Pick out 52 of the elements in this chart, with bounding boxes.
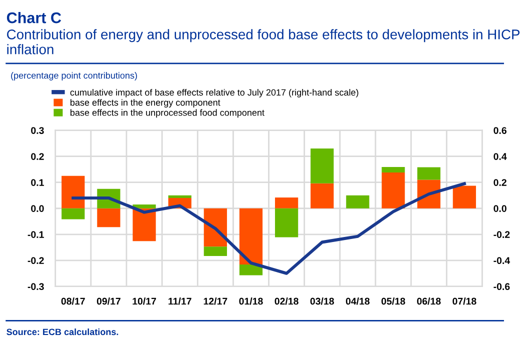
y2-tick-label: -0.2 xyxy=(494,231,510,238)
x-tick-label: 10/17 xyxy=(132,298,156,305)
bar xyxy=(168,195,192,198)
chart-title: Chart C xyxy=(6,12,62,24)
y-tick-label: 0.0 xyxy=(31,205,44,212)
bar xyxy=(310,148,334,184)
bar xyxy=(417,167,440,180)
bar xyxy=(239,264,263,276)
y-tick-label: -0.2 xyxy=(28,257,44,264)
bar xyxy=(310,183,334,208)
bar xyxy=(132,208,156,242)
x-tick-label: 06/18 xyxy=(417,298,441,305)
bar xyxy=(382,167,405,172)
bar xyxy=(62,208,85,220)
bar xyxy=(239,208,263,265)
x-tick-label: 02/18 xyxy=(274,298,298,305)
bar xyxy=(274,208,298,238)
y-tick-label: 0.2 xyxy=(31,153,44,160)
x-tick-label: 04/18 xyxy=(346,298,370,305)
x-tick-label: 12/17 xyxy=(204,298,228,305)
text: (percentage point contributions) xyxy=(11,72,137,80)
y2-tick-label: 0.6 xyxy=(494,127,506,134)
y-tick-label: -0.3 xyxy=(28,283,44,290)
x-tick-label: 11/17 xyxy=(168,298,192,305)
source-note: Source: ECB calculations. xyxy=(6,328,118,336)
bar xyxy=(452,186,476,208)
bar xyxy=(274,197,298,208)
y2-tick-label: 0.2 xyxy=(494,179,506,186)
y2-tick-label: -0.6 xyxy=(494,283,510,290)
bar xyxy=(97,208,120,228)
chart-subtitle: Contribution of energy and unprocessed food base effects to developments in HICP inflation xyxy=(7,29,520,54)
line-series xyxy=(72,182,466,275)
bar xyxy=(204,246,227,256)
x-tick-label: 03/18 xyxy=(310,298,334,305)
y2-tick-label: 0.0 xyxy=(494,205,506,212)
bar xyxy=(382,172,405,208)
y2-tick-label: 0.4 xyxy=(494,153,507,160)
bar xyxy=(346,195,370,208)
x-tick-label: 01/18 xyxy=(239,298,263,305)
x-tick-label: 07/18 xyxy=(452,298,476,305)
x-tick-label: 05/18 xyxy=(381,298,406,305)
y-tick-label: 0.1 xyxy=(31,179,44,186)
legend-label: base effects in the energy component xyxy=(70,99,220,108)
bar xyxy=(62,176,85,208)
y2-tick-label: -0.4 xyxy=(494,257,510,264)
bar xyxy=(132,204,156,208)
legend-label: cumulative impact of base effects relative to July 2017 (right-hand scale) xyxy=(70,88,358,98)
legend-label: base effects in the unprocessed food component xyxy=(70,109,264,118)
y-tick-label: -0.1 xyxy=(28,231,44,238)
y-tick-label: 0.3 xyxy=(31,127,44,134)
x-tick-label: 08/17 xyxy=(61,298,85,305)
x-tick-label: 09/17 xyxy=(96,298,120,305)
